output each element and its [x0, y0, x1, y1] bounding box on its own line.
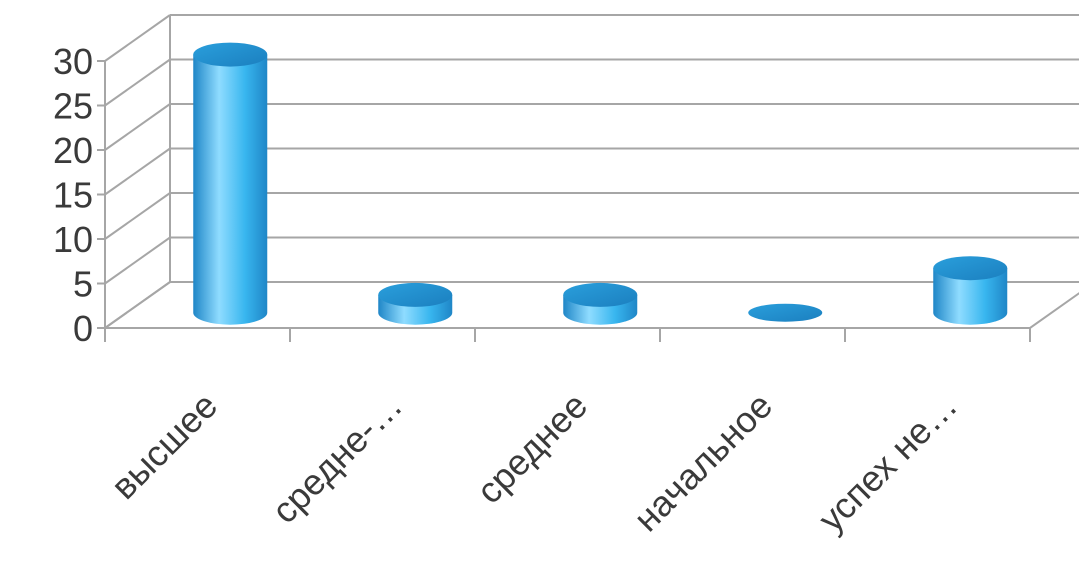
bar-1: [193, 42, 268, 325]
y-tick-label: 0: [73, 308, 93, 349]
y-tick-label: 30: [53, 41, 93, 82]
gridline-side: [104, 58, 171, 107]
y-tick-label: 5: [73, 264, 93, 305]
gridline-side: [104, 281, 171, 329]
gridline-side: [104, 192, 171, 240]
x-category-label: средне-…: [264, 385, 410, 531]
gridline-side: [104, 147, 171, 196]
bar-top: [193, 42, 268, 67]
y-tick-label: 15: [53, 175, 93, 216]
bar-body: [933, 268, 1008, 325]
bar-4: [748, 303, 823, 322]
bar-top: [378, 282, 453, 307]
x-category-label: начальное: [626, 385, 781, 540]
x-category-label: успех не…: [810, 385, 965, 540]
bar-top: [748, 303, 823, 322]
bar-3: [563, 282, 638, 325]
bar-5: [933, 256, 1008, 325]
gridline-side: [104, 14, 171, 62]
axis-layer: [97, 60, 1031, 342]
gridline-side: [104, 103, 171, 151]
bar-top: [563, 282, 638, 307]
y-tick-label: 25: [53, 86, 93, 127]
bars-layer: [193, 42, 1008, 325]
bar-body: [193, 54, 268, 325]
x-category-label: среднее: [468, 385, 595, 512]
bar-2: [378, 282, 453, 325]
bar-top: [933, 256, 1008, 281]
gridline-side: [104, 236, 171, 285]
x-category-label: высшее: [103, 385, 225, 507]
y-tick-label: 10: [53, 219, 93, 260]
y-tick-label: 20: [53, 130, 93, 171]
